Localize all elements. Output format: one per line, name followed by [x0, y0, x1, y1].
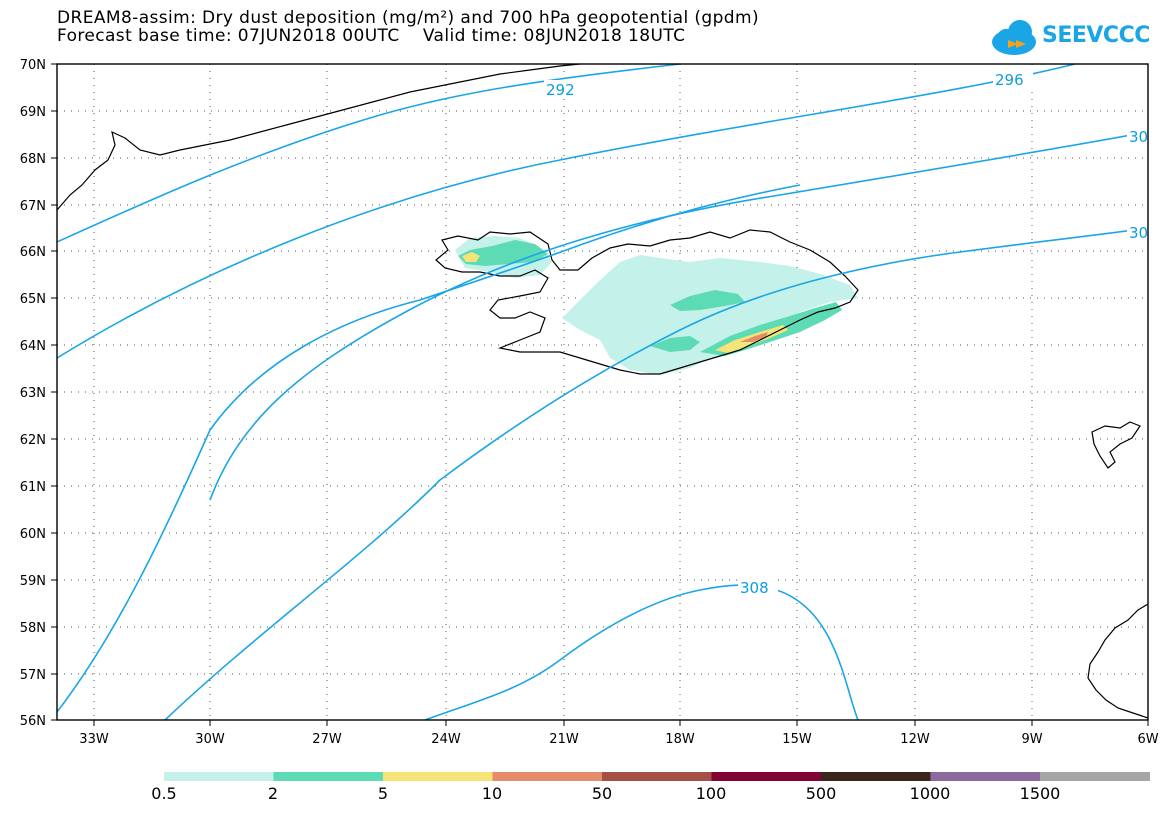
lat-label-58n: 58N	[20, 621, 46, 636]
contour-308	[424, 584, 859, 721]
lon-label-6w: 6W	[1137, 732, 1158, 747]
lon-label-24w: 24W	[431, 732, 461, 747]
lat-label-69n: 69N	[20, 105, 46, 120]
colorbar-swatch	[164, 772, 274, 781]
lat-label-62n: 62N	[20, 433, 46, 448]
greenland-coastline	[56, 63, 581, 211]
colorbar-swatch	[383, 772, 493, 781]
lon-label-27w: 27W	[312, 732, 342, 747]
tick-marks	[51, 63, 1149, 726]
contour-label-296: 296	[995, 71, 1024, 89]
lon-label-15w: 15W	[782, 732, 812, 747]
contour-306	[164, 227, 1149, 721]
grid	[57, 64, 1148, 720]
map-frame	[56, 63, 1149, 721]
colorbar-label: 0.5	[151, 784, 177, 803]
dust-area-low-south	[650, 336, 700, 352]
lat-label-64n: 64N	[20, 339, 46, 354]
colorbar-swatch	[821, 772, 931, 781]
lat-label-61n: 61N	[20, 480, 46, 495]
contour-label-304: 30	[1129, 224, 1148, 242]
latitude-labels: 70N 69N 68N 67N 66N 65N 64N 63N 62N 61N …	[20, 58, 46, 729]
colorbar-swatch	[273, 772, 384, 781]
geopotential-contours	[56, 63, 1149, 721]
lat-label-65n: 65N	[20, 292, 46, 307]
colorbar-label: 5	[377, 784, 389, 803]
lat-label-63n: 63N	[20, 386, 46, 401]
lon-label-12w: 12W	[900, 732, 930, 747]
lon-label-9w: 9W	[1021, 732, 1042, 747]
colorbar-swatch	[1040, 772, 1150, 781]
longitude-labels: 33W 30W 27W 24W 21W 18W 15W 12W 9W 6W	[79, 732, 1158, 747]
lat-label-57n: 57N	[20, 668, 46, 683]
lat-label-67n: 67N	[20, 199, 46, 214]
colorbar-label: 1000	[909, 784, 951, 803]
lat-label-66n: 66N	[20, 245, 46, 260]
colorbar-label: 10	[481, 784, 503, 803]
dust-area-low-nw	[458, 240, 548, 266]
contour-292	[56, 63, 681, 243]
cloud-icon	[992, 20, 1036, 55]
contour-304	[56, 184, 801, 713]
colorbar-swatch	[930, 772, 1041, 781]
dust-area-mid-nw	[462, 252, 480, 262]
map-title: DREAM8-assim: Dry dust deposition (mg/m²…	[57, 8, 759, 28]
lon-label-33w: 33W	[79, 732, 109, 747]
dust-area-lowest	[562, 255, 858, 375]
lat-label-68n: 68N	[20, 152, 46, 167]
seevccc-logo	[992, 20, 1036, 55]
faroe-islands	[1091, 421, 1141, 469]
iceland-coastline	[435, 229, 859, 375]
lat-label-70n: 70N	[20, 58, 46, 73]
map-subtitle: Forecast base time: 07JUN2018 00UTC Vali…	[57, 26, 686, 46]
lat-label-60n: 60N	[20, 527, 46, 542]
scotland-coastline	[1087, 603, 1149, 719]
colorbar-label: 100	[695, 784, 727, 803]
contour-label-292: 292	[546, 81, 575, 99]
contour-label-300: 30	[1129, 128, 1148, 146]
colorbar-swatch	[711, 772, 822, 781]
lon-label-30w: 30W	[195, 732, 225, 747]
colorbar-label: 1500	[1019, 784, 1061, 803]
dust-deposition-field	[455, 236, 858, 375]
contour-label-308: 308	[740, 579, 769, 597]
dust-area-low	[670, 290, 745, 311]
contour-labels: 292 296 30 30 308	[544, 70, 1151, 597]
colorbar-label: 2	[267, 784, 279, 803]
colorbar	[164, 772, 1150, 781]
dust-area-high	[740, 332, 768, 342]
colorbar-swatch	[492, 772, 603, 781]
colorbar-label: 500	[805, 784, 837, 803]
colorbar-swatch	[602, 772, 712, 781]
lon-label-21w: 21W	[549, 732, 579, 747]
colorbar-label: 50	[591, 784, 613, 803]
contour-300	[209, 131, 1149, 501]
lat-label-56n: 56N	[20, 714, 46, 729]
logo-text: SEEVCCC	[1042, 23, 1150, 48]
contour-296	[56, 63, 1076, 359]
lon-label-18w: 18W	[665, 732, 695, 747]
lat-label-59n: 59N	[20, 574, 46, 589]
